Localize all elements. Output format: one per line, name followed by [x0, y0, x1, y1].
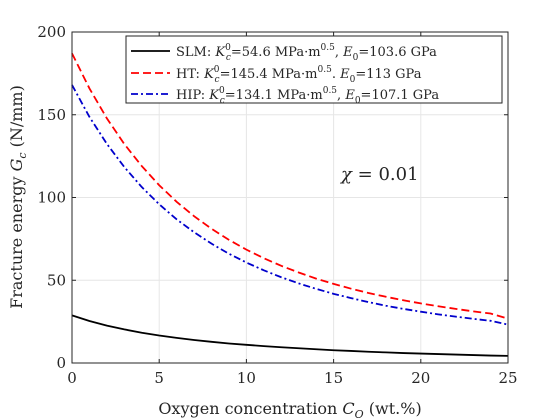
x-tick-label: 5: [154, 369, 164, 387]
x-tick-label: 0: [67, 369, 77, 387]
plot-frame: [71, 31, 509, 364]
legend: SLM: K0 c=54.6 MPa·m0.5, E0=103.6 GPa HT:…: [125, 35, 503, 106]
x-tick-label: 25: [498, 369, 517, 387]
series-line-2: [71, 52, 509, 320]
legend-entry-hip: HIP: K0 c=134.1 MPa·m0.5, E0=107.1 GPa: [176, 86, 439, 106]
y-tick-label: 100: [37, 189, 66, 207]
legend-entry-slm: SLM: K0 c=54.6 MPa·m0.5, E0=103.6 GPa: [176, 43, 437, 63]
y-tick-label: 200: [37, 23, 66, 41]
x-tick-label: 15: [324, 369, 343, 387]
axis-ticks: 0 5 10 15 20 25 0 50 100 150 200: [37, 23, 517, 387]
y-axis-label: Fracture energy Gc (N/mm): [7, 85, 29, 309]
legend-samples: [131, 50, 170, 95]
legend-box: [125, 35, 503, 104]
series-line-1: [71, 314, 509, 357]
chi-annotation: χ = 0.01: [339, 164, 419, 185]
x-tick-label: 10: [237, 369, 256, 387]
x-tick-label: 20: [411, 369, 430, 387]
y-tick-label: 150: [37, 106, 66, 124]
legend-entry-ht: HT: K0 c=145.4 MPa·m0.5. E0=113 GPa: [176, 65, 422, 85]
x-axis-label: Oxygen concentration CO (wt.%): [158, 399, 421, 420]
y-tick-label: 0: [56, 354, 66, 372]
series-line-3: [71, 84, 509, 326]
y-tick-label: 50: [47, 271, 66, 289]
series-lines: [71, 52, 509, 357]
